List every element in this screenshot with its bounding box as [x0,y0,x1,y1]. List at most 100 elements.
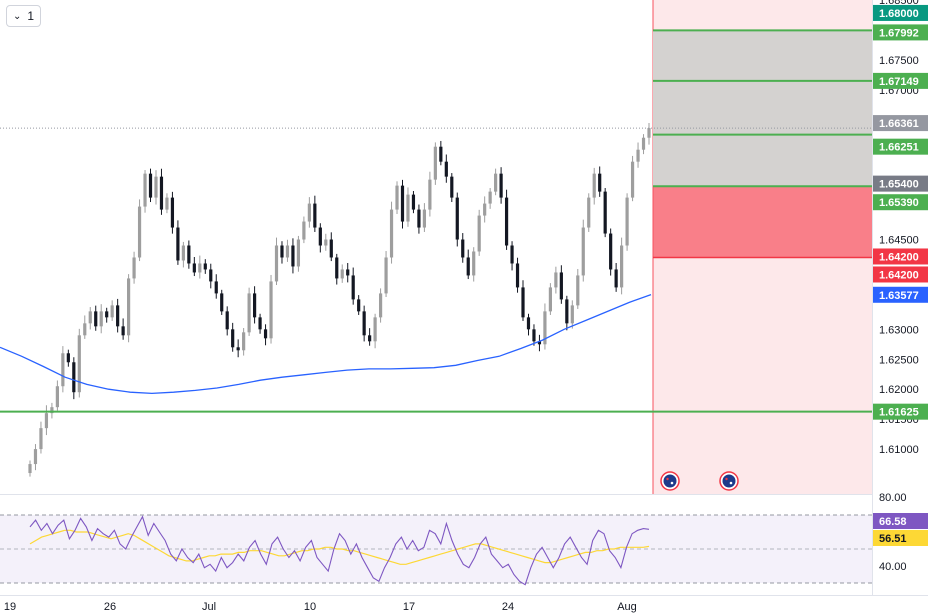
candles [28,123,651,477]
candle-body [329,239,333,258]
candle-body [461,239,465,258]
candle [214,274,218,299]
candle [499,167,503,204]
price-tick-label: 1.62000 [879,384,919,396]
candle [592,167,596,205]
candle [302,216,306,244]
price-tick-label: 1.64500 [879,235,919,247]
candle [526,313,531,336]
candle-body [548,287,552,312]
price-tag-label: 1.63577 [879,290,919,302]
price-tag-bg [873,286,928,303]
candle-body [99,311,103,327]
price-tag-bg [873,72,928,89]
indicator-legend-toggle[interactable]: ⌄ 1 [6,5,42,27]
candle [537,334,542,352]
price-tag-label: 1.64200 [879,269,919,281]
candle-body [88,311,92,324]
candle [384,251,388,297]
candle-body [127,278,131,336]
candle [285,239,290,262]
candle-body [494,173,498,192]
candle-body [625,197,629,246]
candle-body [466,257,470,276]
candle [94,305,98,331]
candle [324,233,328,251]
candle-body [614,269,618,288]
candle-body [400,185,405,222]
price-tag-bg [873,266,928,283]
price-tag-label: 1.67992 [879,27,919,39]
candle [395,181,399,215]
time-tick-label: 26 [104,601,116,613]
event-flag-cross [666,477,669,481]
candle-body [159,176,164,210]
candle-body [94,311,98,327]
price-tag-bg [873,4,928,21]
candle-body [187,245,191,264]
candle-body [313,203,317,228]
chevron-down-icon: ⌄ [13,10,22,22]
candle [280,241,284,264]
candle [269,274,273,344]
candle-body [61,353,65,387]
candle [110,300,114,321]
candle [225,306,229,336]
candle [543,303,547,350]
event-flag-star [729,481,733,485]
candle [614,262,618,292]
event-flag-cross [725,477,728,481]
candle [411,191,416,214]
candle [483,196,487,223]
candle [296,235,301,272]
candle [88,307,92,330]
candle-body [406,194,410,222]
candle [72,357,76,400]
price-tick-label: 1.62500 [879,354,919,366]
candle [477,209,481,256]
candle-body [378,293,383,318]
event-flag-icon[interactable] [660,471,680,491]
candle [77,328,81,398]
candle-body [455,197,459,240]
candle-body [307,203,311,222]
candle-body [28,464,32,474]
candle-body [324,239,328,246]
candle [368,328,372,346]
candle-body [214,281,218,294]
event-flag-icon[interactable] [719,471,739,491]
legend-count: 1 [27,9,35,23]
candle-body [192,263,196,273]
candle [33,444,38,471]
candle [236,339,240,358]
price-tag-bg [873,403,928,420]
candle-body [77,335,81,393]
candle-body [592,173,596,198]
candle [39,421,43,454]
candle [603,188,607,238]
candle-body [50,407,54,414]
candle [192,256,196,277]
candle-body [242,332,246,351]
time-tick-label: 10 [304,601,316,613]
candle [587,193,591,232]
candle [439,140,443,166]
candle [50,402,54,419]
candle [335,253,339,285]
candle-body [181,245,185,261]
gray-zone [653,29,872,186]
candle-body [116,305,120,327]
candle [170,191,175,234]
time-tick-label: 24 [502,601,514,613]
candle [66,349,70,367]
price-tag-bg [873,248,928,265]
rsi-ma-value-tag-bg [873,530,928,546]
candle [466,249,470,280]
candle-body [132,257,136,279]
candle-body [570,305,574,324]
candle-body [395,185,399,210]
candle [554,266,558,294]
price-tag-label: 1.66251 [879,142,919,154]
candle [209,263,213,289]
